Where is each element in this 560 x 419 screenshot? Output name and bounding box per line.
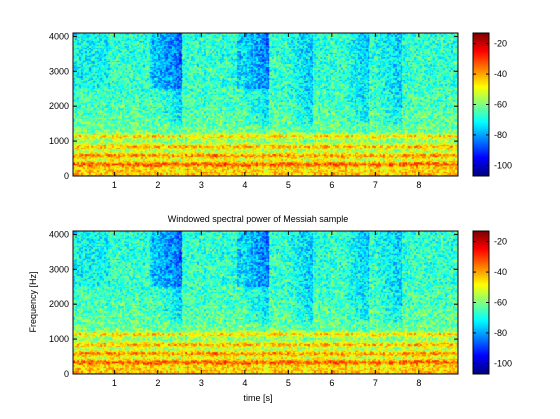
x-axis-label: time [s]	[243, 393, 272, 403]
y-tick-label: 1000	[49, 334, 69, 344]
y-tick-label: 4000	[49, 229, 69, 239]
y-tick-label: 2000	[49, 101, 69, 111]
chart-title: Windowed spectral power of Messiah sampl…	[168, 214, 349, 224]
x-tick-label: 4	[242, 180, 247, 190]
colorbar-tick-label: -60	[494, 100, 507, 110]
x-tick-label: 7	[373, 180, 378, 190]
colorbar-tick-label: -100	[494, 358, 512, 368]
x-tick-label: 2	[155, 378, 160, 388]
x-tick-label: 6	[329, 378, 334, 388]
x-axis-top: 1 2 3 4 5 6 7 8	[112, 33, 421, 190]
spectrogram-bottom: Windowed spectral power of Messiah sampl…	[28, 214, 512, 403]
heatmap-top	[73, 33, 458, 176]
x-axis-bottom: 1 2 3 4 5 6 7 8	[112, 231, 421, 388]
heatmap-bottom	[73, 231, 458, 374]
y-axis-label: Frequency [Hz]	[28, 271, 38, 332]
x-tick-label: 5	[286, 180, 291, 190]
colorbar-bottom: -20 -40 -60 -80 -100	[472, 230, 512, 375]
x-tick-label: 3	[199, 378, 204, 388]
y-tick-label: 0	[64, 171, 69, 181]
colorbar-top: -20 -40 -60 -80 -100	[472, 32, 512, 177]
colorbar-tick-label: -20	[494, 39, 507, 49]
x-tick-label: 8	[416, 378, 421, 388]
axes-box-bottom	[72, 230, 459, 375]
y-tick-label: 2000	[49, 299, 69, 309]
y-tick-label: 0	[64, 369, 69, 379]
x-tick-label: 1	[112, 378, 117, 388]
y-tick-label: 1000	[49, 136, 69, 146]
colorbar-tick-label: -80	[494, 328, 507, 338]
colorbar-tick-label: -40	[494, 69, 507, 79]
x-tick-label: 7	[373, 378, 378, 388]
x-tick-label: 4	[242, 378, 247, 388]
y-axis-top: 0 1000 2000 3000 4000	[49, 31, 458, 181]
x-tick-label: 5	[286, 378, 291, 388]
colorbar-tick-label: -20	[494, 237, 507, 247]
colorbar-tick-label: -100	[494, 160, 512, 170]
x-tick-label: 8	[416, 180, 421, 190]
x-tick-label: 2	[155, 180, 160, 190]
plot-area-top	[72, 32, 459, 177]
y-tick-label: 3000	[49, 66, 69, 76]
y-axis-bottom: 0 1000 2000 3000 4000	[49, 229, 458, 379]
colorbar-tick-label: -60	[494, 298, 507, 308]
x-tick-label: 6	[329, 180, 334, 190]
plot-area-bottom	[72, 230, 459, 375]
x-tick-label: 3	[199, 180, 204, 190]
y-tick-label: 4000	[49, 31, 69, 41]
axes-box-top	[72, 32, 459, 177]
colorbar-axis-bottom: -20 -40 -60 -80 -100	[473, 237, 512, 368]
colorbar-tick-label: -40	[494, 267, 507, 277]
y-tick-label: 3000	[49, 264, 69, 274]
colorbar-tick-label: -80	[494, 130, 507, 140]
colorbar-axis-top: -20 -40 -60 -80 -100	[473, 39, 512, 170]
x-tick-label: 1	[112, 180, 117, 190]
